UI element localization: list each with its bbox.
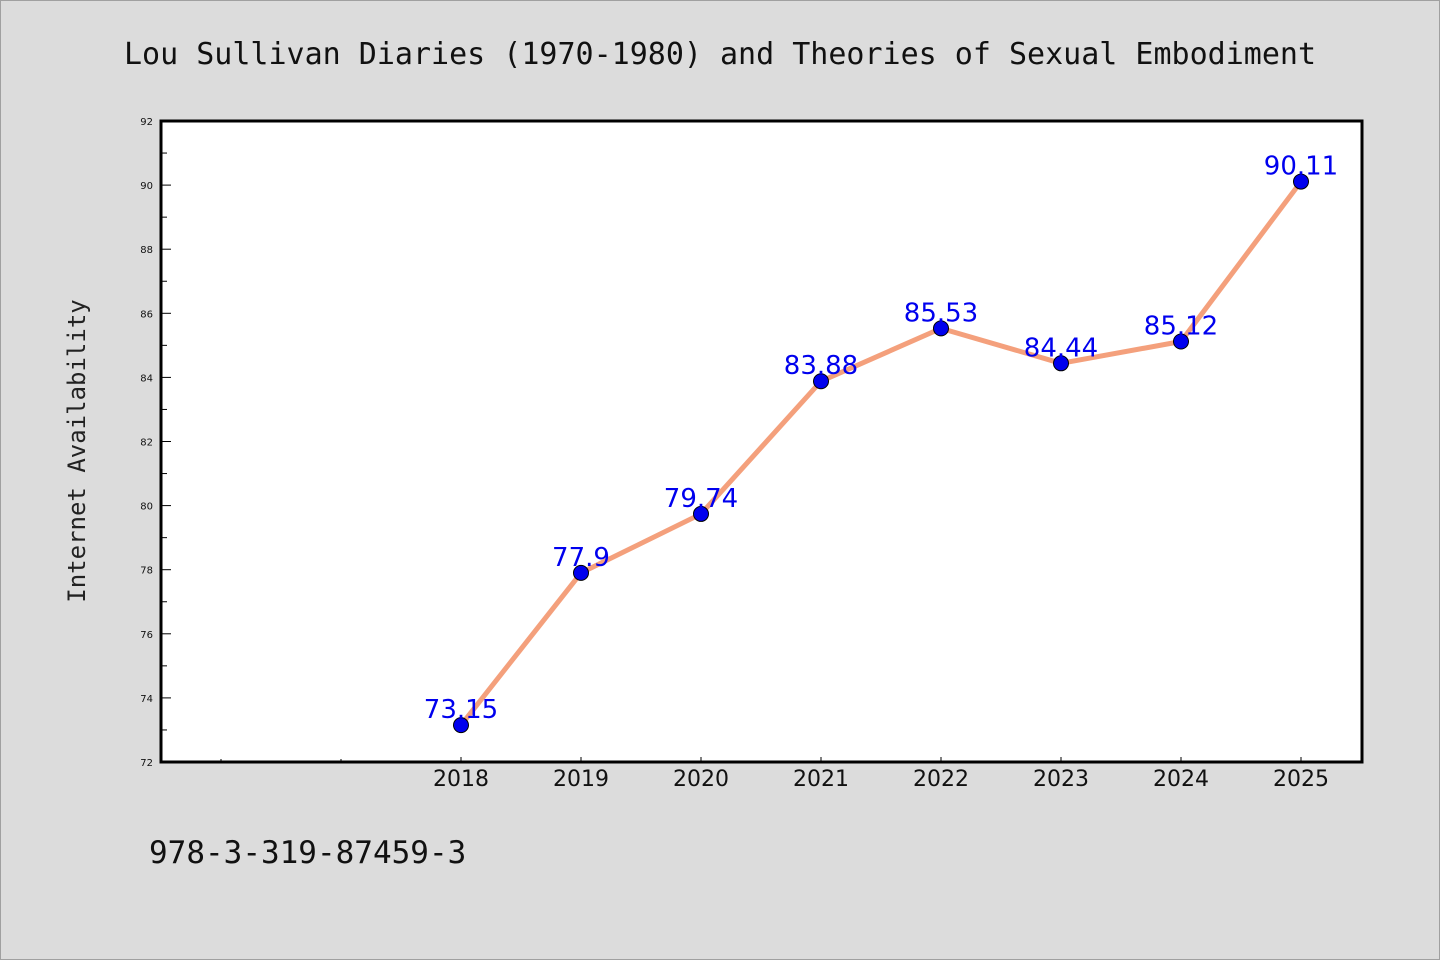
x-tick-label: 2019 <box>553 767 609 792</box>
y-tick-label: 90 <box>140 181 153 192</box>
x-tick-label: 2022 <box>913 767 969 792</box>
y-tick-label: 80 <box>140 502 153 513</box>
x-tick-label: 2025 <box>1273 767 1329 792</box>
x-tick-label: 2018 <box>433 767 489 792</box>
x-tick-label: 2020 <box>673 767 729 792</box>
x-axis-ticks: 2018 2019 2020 2021 2022 2023 2024 2025 <box>220 757 1329 792</box>
data-markers <box>453 173 1309 734</box>
x-tick-label: 2024 <box>1153 767 1209 792</box>
y-tick-label: 72 <box>140 758 153 769</box>
data-label: 73.15 <box>424 695 498 725</box>
y-tick-label: 86 <box>140 309 153 320</box>
chart-title: Lou Sullivan Diaries (1970-1980) and The… <box>123 37 1317 72</box>
x-tick-label: 2021 <box>793 767 849 792</box>
data-label: 84.44 <box>1024 333 1098 363</box>
y-tick-label: 84 <box>140 373 153 384</box>
y-tick-label: 76 <box>140 630 153 641</box>
x-tick-label: 2023 <box>1033 767 1089 792</box>
y-tick-label: 82 <box>140 438 153 449</box>
y-axis-ticks: 72 74 76 78 80 82 84 86 88 90 92 <box>140 117 171 769</box>
data-point <box>573 564 589 581</box>
data-point <box>933 320 949 337</box>
data-label: 79.74 <box>664 484 738 514</box>
data-label: 85.53 <box>904 298 978 328</box>
y-tick-label: 74 <box>140 694 153 705</box>
data-label: 77.9 <box>552 543 610 573</box>
data-point <box>1173 333 1189 350</box>
data-point <box>813 373 829 390</box>
plot-area <box>159 119 1364 764</box>
data-point <box>1053 355 1069 372</box>
y-tick-label: 88 <box>140 245 153 256</box>
data-point <box>1293 173 1309 190</box>
data-label: 85.12 <box>1144 312 1218 342</box>
data-labels: 73.15 77.9 79.74 83.88 85.53 84.44 85.12 90.11 <box>424 152 1338 726</box>
data-point <box>693 505 709 522</box>
series-line <box>458 179 1304 728</box>
y-tick-label: 78 <box>140 566 153 577</box>
data-label: 90.11 <box>1264 152 1338 182</box>
data-point <box>453 717 469 734</box>
isbn-text: 978-3-319-87459-3 <box>149 835 467 871</box>
series-line-group <box>458 179 1304 728</box>
data-label: 83.88 <box>784 351 858 381</box>
y-tick-label: 92 <box>140 117 153 128</box>
